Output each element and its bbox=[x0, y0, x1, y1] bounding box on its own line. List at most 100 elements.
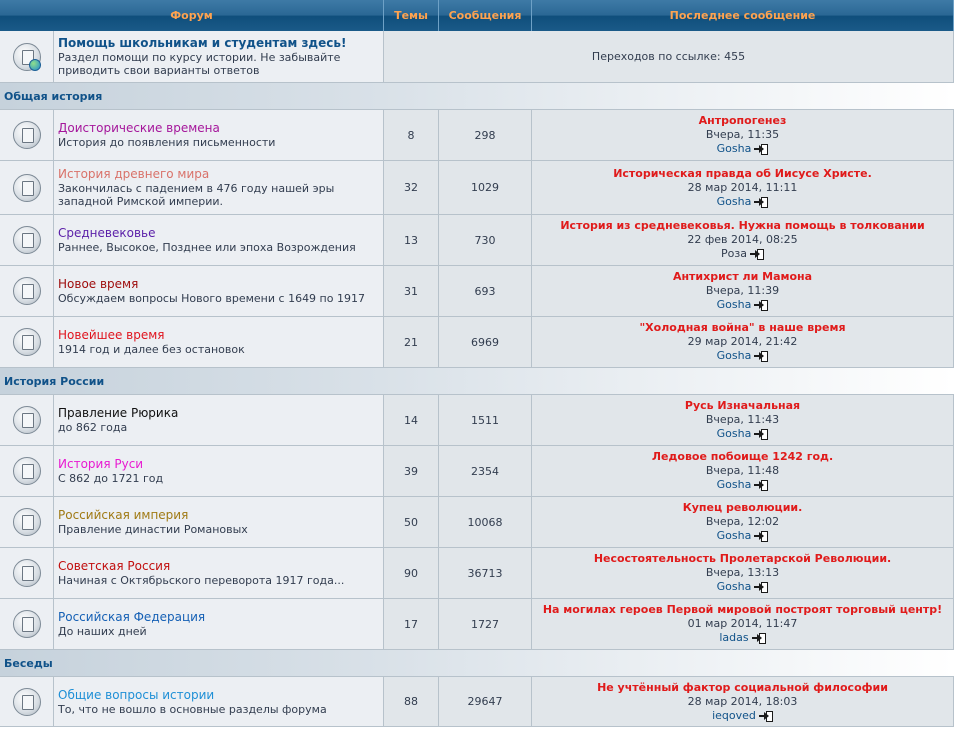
topics-count: 50 bbox=[384, 497, 440, 548]
last-post: История из средневековья. Нужна помощь в… bbox=[532, 215, 955, 266]
topics-count: 13 bbox=[384, 215, 440, 266]
forum-description: С 862 до 1721 год bbox=[58, 472, 164, 485]
last-post-user[interactable]: Gosha bbox=[716, 427, 752, 440]
last-post-user[interactable]: Gosha bbox=[716, 529, 752, 542]
forum-description: История до появления письменности bbox=[58, 136, 276, 149]
goto-last-post-icon[interactable] bbox=[754, 351, 769, 362]
last-post-line: Gosha bbox=[717, 195, 769, 208]
last-post-title[interactable]: Антропогенез bbox=[698, 114, 787, 127]
goto-last-post-icon[interactable] bbox=[749, 249, 764, 260]
forum-description: Начиная с Октябрьского переворота 1917 г… bbox=[58, 574, 345, 587]
category-row: Беседы bbox=[0, 650, 955, 677]
last-post-date: 29 мар 2014, 21:42 bbox=[687, 335, 798, 348]
posts-count: 6969 bbox=[439, 317, 533, 368]
forum-row: История древнего мира Закончилась с паден… bbox=[0, 161, 955, 215]
last-post-user[interactable]: Роза bbox=[721, 247, 747, 260]
header-topics: Темы bbox=[384, 0, 440, 31]
forum-description: Закончилась с падением в 476 году нашей … bbox=[58, 182, 335, 208]
forum-title[interactable]: Новое время bbox=[58, 277, 139, 291]
forum-read-icon bbox=[12, 508, 41, 536]
last-post-date: Вчера, 13:13 bbox=[705, 566, 780, 579]
last-post-user[interactable]: ieqoved bbox=[712, 708, 756, 722]
goto-last-post-icon[interactable] bbox=[758, 710, 773, 722]
last-post-title[interactable]: "Холодная война" в наше время bbox=[639, 321, 846, 334]
last-post-date: Вчера, 12:02 bbox=[705, 515, 780, 528]
last-post-title[interactable]: Купец революции. bbox=[682, 501, 803, 514]
posts-count: 2354 bbox=[439, 446, 533, 497]
forum-row: Новейшее время 1914 год и далее без остан… bbox=[0, 317, 955, 368]
last-post-title[interactable]: Ледовое побоище 1242 год. bbox=[651, 450, 834, 463]
forum-link-icon bbox=[12, 42, 41, 71]
last-post: Историческая правда об Иисусе Христе. 28 … bbox=[532, 161, 955, 215]
last-post-title[interactable]: История из средневековья. Нужна помощь в… bbox=[560, 219, 925, 232]
forum-title[interactable]: Российская Федерация bbox=[58, 610, 206, 624]
last-post-user[interactable]: Gosha bbox=[716, 478, 752, 491]
last-post-user[interactable]: Gosha bbox=[716, 298, 752, 311]
posts-count: 693 bbox=[439, 266, 533, 317]
last-post-title[interactable]: Историческая правда об Иисусе Христе. bbox=[613, 166, 872, 180]
forum-description: Правление династии Романовых bbox=[58, 523, 248, 536]
last-post-title[interactable]: Русь Изначальная bbox=[684, 399, 801, 412]
forum-title[interactable]: Общие вопросы истории bbox=[58, 687, 215, 702]
forum-read-icon bbox=[12, 610, 41, 638]
last-post: Антихрист ли Мамона Вчера, 11:39 Gosha bbox=[532, 266, 955, 317]
last-post-title[interactable]: Несостоятельность Пролетарской Революции… bbox=[593, 552, 892, 565]
goto-last-post-icon[interactable] bbox=[754, 429, 769, 440]
last-post-title[interactable]: Не учтённый фактор социальной философии bbox=[597, 680, 888, 694]
last-post-user[interactable]: Gosha bbox=[716, 194, 752, 208]
posts-count: 1029 bbox=[439, 161, 533, 215]
category-row: Общая история bbox=[0, 83, 955, 110]
forum-title[interactable]: История древнего мира bbox=[58, 167, 210, 181]
last-post-line: Gosha bbox=[717, 349, 769, 362]
posts-count: 730 bbox=[439, 215, 533, 266]
last-post-line: Gosha bbox=[717, 142, 769, 155]
goto-last-post-icon[interactable] bbox=[754, 300, 769, 311]
last-post-line: Gosha bbox=[717, 580, 769, 593]
goto-last-post-icon[interactable] bbox=[754, 582, 769, 593]
forum-title[interactable]: Российская империя bbox=[58, 508, 189, 522]
category-name[interactable]: Беседы bbox=[0, 650, 955, 677]
redirect-forum-row: Помощь школьникам и студентам здесь! Раз… bbox=[0, 31, 955, 83]
forum-description: До наших дней bbox=[58, 625, 147, 638]
forum-row: Российская империя Правление династии Ром… bbox=[0, 497, 955, 548]
goto-last-post-icon[interactable] bbox=[754, 531, 769, 542]
forum-row: Советская Россия Начиная с Октябрьского п… bbox=[0, 548, 955, 599]
posts-count: 10068 bbox=[439, 497, 533, 548]
last-post: "Холодная война" в наше время 29 мар 2014… bbox=[532, 317, 955, 368]
last-post-date: Вчера, 11:39 bbox=[705, 284, 780, 297]
category-name[interactable]: История России bbox=[0, 368, 955, 395]
last-post-line: Gosha bbox=[717, 529, 769, 542]
forum-row: Новое время Обсуждаем вопросы Нового врем… bbox=[0, 266, 955, 317]
goto-last-post-icon[interactable] bbox=[751, 633, 766, 644]
forum-read-icon bbox=[12, 121, 41, 149]
forum-title[interactable]: Доисторические времена bbox=[58, 121, 220, 135]
last-post-title[interactable]: Антихрист ли Мамона bbox=[672, 270, 813, 283]
last-post-user[interactable]: Gosha bbox=[716, 349, 752, 362]
last-post-user[interactable]: Gosha bbox=[716, 580, 752, 593]
forum-title[interactable]: Советская Россия bbox=[58, 559, 171, 573]
topics-count: 8 bbox=[384, 110, 440, 161]
table-header: Форум Темы Сообщения Последнее сообщение bbox=[0, 0, 955, 31]
last-post-date: 28 мар 2014, 18:03 bbox=[687, 694, 798, 708]
goto-last-post-icon[interactable] bbox=[754, 144, 769, 155]
forum-title[interactable]: Правление Рюрика bbox=[58, 406, 179, 420]
last-post-line: Gosha bbox=[717, 478, 769, 491]
goto-last-post-icon[interactable] bbox=[754, 196, 769, 208]
last-post-user[interactable]: Gosha bbox=[716, 142, 752, 155]
topics-count: 39 bbox=[384, 446, 440, 497]
last-post-line: Gosha bbox=[717, 427, 769, 440]
last-post-title[interactable]: На могилах героев Первой мировой построя… bbox=[542, 603, 943, 616]
redirect-clicks: Переходов по ссылке: 455 bbox=[384, 31, 955, 83]
redirect-forum-title[interactable]: Помощь школьникам и студентам здесь! bbox=[58, 36, 347, 50]
last-post: Несостоятельность Пролетарской Революции… bbox=[532, 548, 955, 599]
posts-count: 1727 bbox=[439, 599, 533, 650]
forum-title[interactable]: Новейшее время bbox=[58, 328, 165, 342]
forum-row: Правление Рюрика до 862 года 14 1511 Русь Из… bbox=[0, 395, 955, 446]
forum-title[interactable]: Средневековье bbox=[58, 226, 156, 240]
last-post-line: ladas bbox=[719, 631, 766, 644]
category-name[interactable]: Общая история bbox=[0, 83, 955, 110]
goto-last-post-icon[interactable] bbox=[754, 480, 769, 491]
forum-title[interactable]: История Руси bbox=[58, 457, 144, 471]
last-post-user[interactable]: ladas bbox=[719, 631, 749, 644]
forum-read-icon bbox=[12, 559, 41, 587]
